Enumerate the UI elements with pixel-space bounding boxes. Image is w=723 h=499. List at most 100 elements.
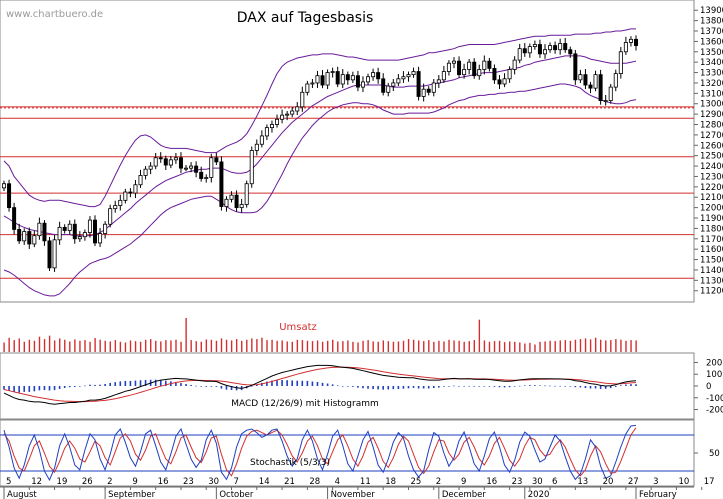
macd-histogram-bar: [549, 385, 551, 387]
macd-histogram-bar: [175, 381, 177, 386]
volume-bar: [579, 339, 582, 352]
volume-bar: [357, 342, 359, 352]
x-tick-label: 17: [704, 477, 715, 487]
macd-histogram-bar: [448, 386, 450, 387]
x-tick-label: 21: [284, 477, 295, 487]
macd-histogram-bar: [478, 386, 481, 387]
volume-bar: [569, 340, 572, 352]
macd-histogram-bar: [594, 386, 597, 389]
candle-body: [502, 78, 507, 85]
macd-histogram-bar: [483, 386, 486, 387]
volume-bar: [69, 341, 71, 352]
volume-bar: [529, 342, 531, 352]
macd-histogram-bar: [23, 386, 26, 392]
macd-histogram-bar: [432, 386, 435, 388]
candle-body: [57, 226, 62, 241]
volume-bar: [387, 341, 390, 352]
macd-histogram-bar: [205, 386, 208, 387]
volume-bar: [13, 340, 15, 352]
macd-histogram-bar: [215, 386, 218, 387]
macd-histogram-bar: [94, 384, 96, 386]
volume-bar: [291, 341, 293, 352]
volume-bar: [332, 339, 334, 352]
candle-body: [603, 100, 608, 103]
macd-panel: -200 -100 0 100 200 MACD (12/26/9) mit Histo…: [0, 352, 723, 420]
macd-histogram-bar: [544, 385, 546, 387]
candle-body: [391, 82, 396, 87]
volume-bar: [417, 340, 420, 352]
macd-histogram-bar: [564, 386, 567, 387]
x-tick-label: 18: [385, 477, 396, 487]
macd-y-tick-label: 100: [706, 370, 722, 380]
chart-title: DAX auf Tagesbasis: [237, 10, 374, 26]
macd-histogram-bar: [347, 386, 349, 387]
candle-body: [143, 168, 148, 176]
candle-body: [426, 88, 431, 93]
volume-bar: [175, 339, 177, 352]
price-y-tick-label: 13600: [700, 37, 723, 47]
candle-body: [376, 72, 381, 80]
stochastic-label: Stochastik (5/3/3): [250, 458, 330, 468]
macd-histogram-bar: [63, 386, 66, 388]
candle-body: [7, 183, 12, 209]
candle-body: [12, 207, 17, 230]
candle-body: [320, 75, 325, 86]
volume-bar: [306, 340, 309, 352]
candle-body: [194, 165, 199, 173]
macd-histogram-bar: [412, 386, 415, 388]
candle-body: [608, 86, 613, 102]
macd-histogram-bar: [73, 386, 76, 387]
volume-bar: [362, 340, 364, 352]
x-tick-label: 23: [512, 477, 523, 487]
candle-body: [37, 222, 42, 237]
candle-body: [148, 165, 153, 170]
macd-histogram-bar: [185, 384, 187, 386]
macd-histogram-bar: [397, 386, 400, 390]
candle-body: [416, 71, 421, 97]
candle-body: [87, 219, 92, 233]
macd-histogram-bar: [296, 380, 299, 386]
candle-body: [209, 157, 214, 178]
volume-bar: [402, 340, 405, 352]
macd-histogram-bar: [498, 386, 501, 388]
macd-histogram-bar: [609, 386, 612, 389]
x-tick-label: 9: [132, 477, 137, 487]
macd-histogram-bar: [119, 381, 122, 386]
macd-histogram-bar: [614, 386, 617, 387]
macd-histogram-bar: [230, 386, 233, 390]
volume-bar: [448, 339, 450, 352]
volume-bar: [225, 339, 228, 352]
price-y-tick-label: 12700: [700, 131, 723, 141]
macd-histogram-bar: [321, 382, 324, 386]
price-y-tick-label: 12600: [700, 141, 723, 151]
macd-histogram-bar: [513, 386, 516, 387]
x-tick-label: 12: [31, 477, 42, 487]
macd-histogram-bar: [372, 386, 374, 390]
candle-body: [178, 157, 183, 169]
macd-histogram-bar: [256, 384, 258, 386]
volume-bar: [549, 340, 551, 352]
x-tick-label: 4: [335, 477, 340, 487]
candle-body: [118, 199, 123, 206]
volume-bar: [261, 337, 263, 352]
volume-bar: [18, 338, 20, 352]
candle-body: [355, 75, 360, 88]
candle-body: [229, 194, 234, 200]
x-axis: 5 12 19 26 2 9 16 23 30 7 14 21 28 4 11 18 25 2 9 16 23 30 6 13…: [0, 477, 715, 499]
macd-histogram-bar: [144, 380, 147, 386]
volume-bar: [48, 335, 51, 352]
candle-body: [517, 48, 522, 61]
macd-histogram-bar: [13, 386, 15, 392]
macd-histogram-bar: [3, 386, 5, 390]
candle-body: [52, 239, 57, 269]
macd-signal-line: [3, 366, 637, 403]
price-y-tick-label: 11700: [700, 235, 723, 245]
volume-bar: [38, 336, 41, 352]
volume-bar: [3, 342, 5, 352]
volume-bar: [559, 340, 561, 352]
macd-histogram-bar: [422, 386, 425, 389]
volume-bar: [635, 340, 637, 352]
volume-bar: [266, 340, 268, 352]
macd-histogram-bar: [286, 380, 288, 386]
volume-bar: [205, 339, 208, 352]
